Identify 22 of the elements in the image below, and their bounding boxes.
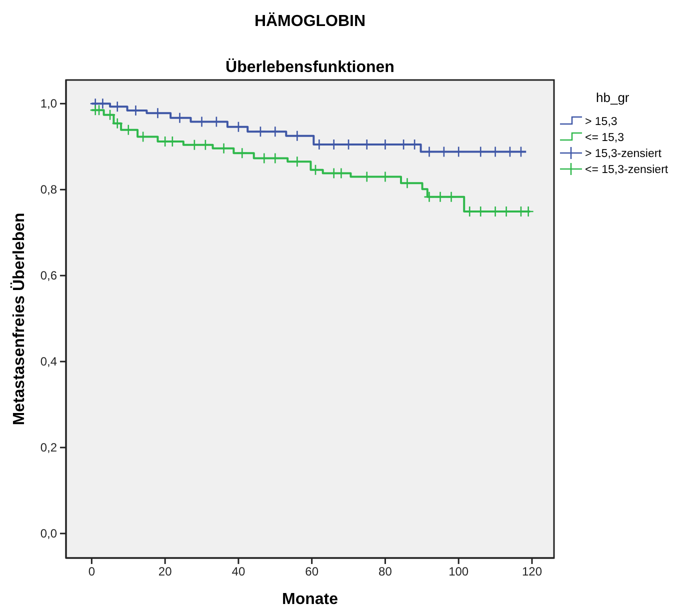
legend-title: hb_gr — [596, 90, 630, 105]
y-tick-label: 0,6 — [40, 268, 58, 282]
y-tick-label: 1,0 — [40, 96, 58, 110]
x-axis-title: Monate — [282, 591, 338, 608]
y-axis-title: Metastasenfreies Überleben — [10, 212, 28, 426]
x-tick-label: 40 — [232, 564, 246, 579]
x-tick-label: 120 — [522, 564, 542, 579]
x-tick-label: 60 — [305, 564, 319, 579]
x-tick-label: 20 — [158, 564, 172, 579]
chart-title: HÄMOGLOBIN — [254, 12, 366, 30]
y-tick-label: 0,0 — [40, 526, 58, 540]
x-tick-label: 100 — [448, 564, 469, 579]
x-tick-label: 80 — [378, 564, 392, 579]
legend-label: <= 15,3-zensiert — [585, 164, 669, 176]
y-tick-label: 0,2 — [40, 440, 58, 454]
chart-subtitle: Überlebensfunktionen — [226, 58, 394, 76]
y-tick-label: 0,8 — [40, 182, 58, 196]
x-tick-label: 0 — [88, 564, 96, 579]
y-tick-label: 0,4 — [40, 354, 58, 368]
legend-label: <= 15,3 — [585, 132, 624, 144]
legend-label: > 15,3 — [585, 116, 618, 128]
legend-label: > 15,3-zensiert — [585, 148, 662, 160]
